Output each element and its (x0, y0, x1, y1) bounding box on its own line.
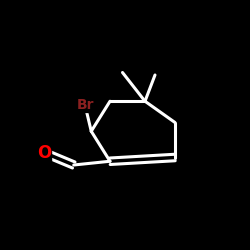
Text: O: O (36, 144, 51, 162)
Text: Br: Br (76, 98, 94, 112)
